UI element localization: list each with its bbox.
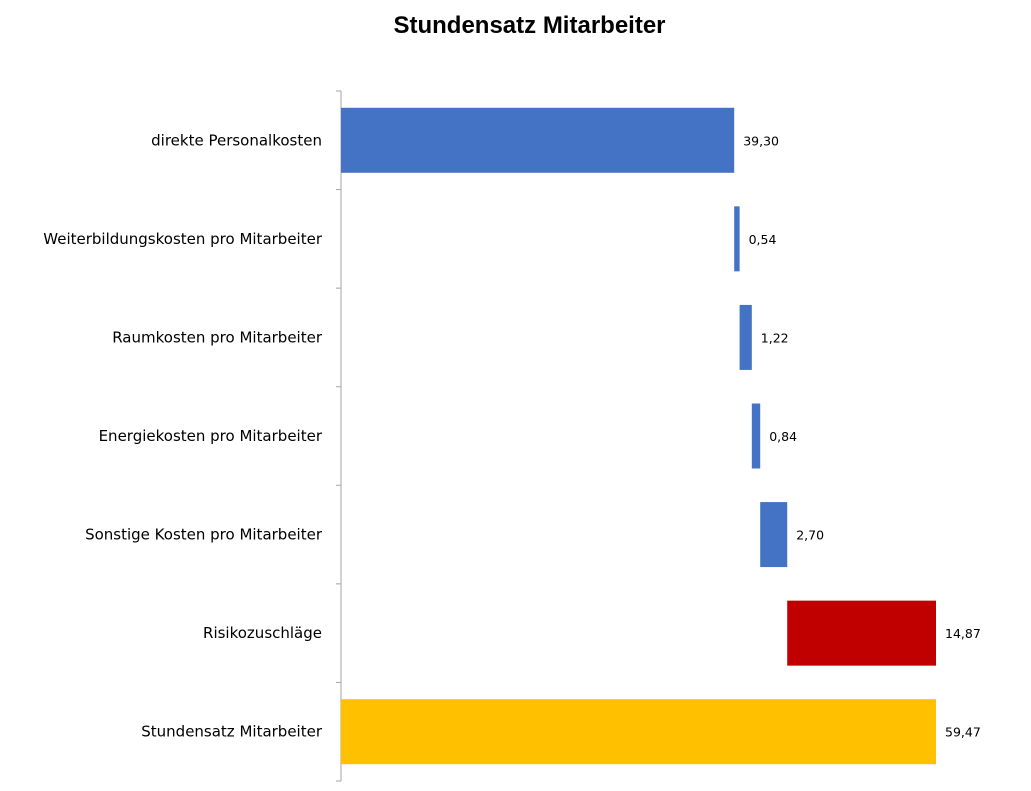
bar-4 bbox=[751, 403, 761, 469]
bar-1 bbox=[341, 107, 735, 173]
bar-7 bbox=[341, 699, 936, 765]
value-label: 2,70 bbox=[796, 528, 824, 543]
category-label: Energiekosten pro Mitarbeiter bbox=[99, 427, 323, 445]
bar-2 bbox=[734, 206, 740, 272]
category-label: Sonstige Kosten pro Mitarbeiter bbox=[85, 526, 323, 544]
value-label: 1,22 bbox=[761, 330, 789, 345]
bar-5 bbox=[760, 502, 788, 568]
axis-layer bbox=[336, 90, 342, 782]
category-label: Weiterbildungskosten pro Mitarbeiter bbox=[43, 230, 323, 248]
category-label: Raumkosten pro Mitarbeiter bbox=[112, 328, 323, 346]
value-label: 0,84 bbox=[769, 429, 797, 444]
value-label: 14,87 bbox=[945, 626, 981, 641]
bar-6 bbox=[787, 600, 936, 666]
value-label: 39,30 bbox=[743, 133, 779, 148]
category-label: direkte Personalkosten bbox=[151, 131, 322, 149]
category-label: Risikozuschläge bbox=[203, 624, 322, 642]
chart-title: Stundensatz Mitarbeiter bbox=[393, 12, 666, 39]
label-layer: 39,30 direkte Personalkosten 0,54 Weiterbil… bbox=[43, 131, 981, 740]
value-label: 0,54 bbox=[749, 232, 777, 247]
bar-layer bbox=[341, 107, 936, 765]
bar-3 bbox=[739, 304, 752, 370]
value-label: 59,47 bbox=[945, 725, 981, 740]
category-label: Stundensatz Mitarbeiter bbox=[141, 723, 323, 741]
